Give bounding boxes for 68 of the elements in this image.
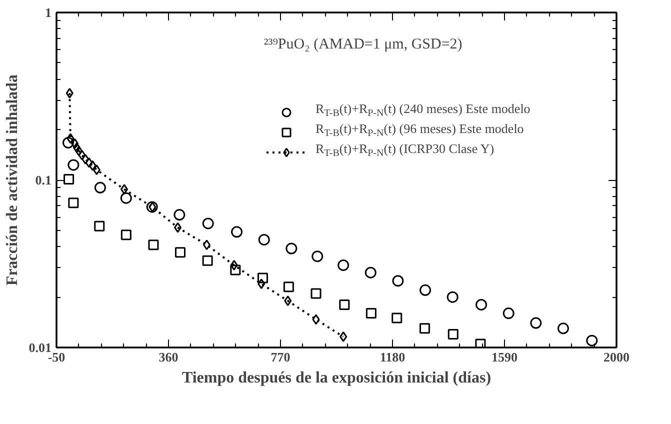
point (286, 242, 298, 254)
point (148, 240, 159, 250)
point (231, 226, 243, 238)
point (66, 88, 74, 98)
y-tick-label: 1 (45, 5, 52, 20)
point (68, 159, 80, 171)
point (475, 338, 486, 348)
y-axis-title: Fracción de actividad inhalada (4, 74, 21, 286)
x-tick-label: 360 (158, 350, 178, 364)
point (419, 323, 430, 334)
point (64, 174, 74, 185)
point (202, 218, 214, 230)
point (120, 192, 132, 204)
point (340, 331, 348, 342)
x-axis-title: Tiempo después de la exposición inicial (días) (182, 370, 492, 386)
x-tick-label: 1590 (492, 350, 518, 364)
point (448, 328, 458, 340)
point (230, 260, 238, 270)
annotation: ²³⁹PuO₂ (AMAD=1 μm, GSD=2) (264, 36, 462, 52)
point (530, 317, 542, 329)
point (174, 247, 186, 258)
point (88, 160, 96, 171)
point (283, 282, 294, 292)
point (202, 255, 213, 266)
x-tick-label: 1180 (380, 350, 406, 364)
point (94, 220, 105, 232)
point (120, 230, 132, 240)
point (230, 264, 241, 276)
point (446, 291, 458, 303)
point (94, 182, 106, 194)
point (502, 308, 514, 320)
point (71, 138, 79, 149)
point (392, 312, 402, 324)
point (92, 164, 100, 176)
point (85, 157, 93, 168)
point (392, 275, 404, 287)
point (557, 322, 569, 334)
point (476, 299, 488, 310)
y-tick-label: 0.1 (35, 172, 52, 188)
point (82, 154, 90, 165)
point (148, 202, 156, 212)
point (339, 299, 350, 310)
point (258, 234, 270, 246)
point (312, 314, 320, 325)
point (366, 308, 376, 319)
point (66, 133, 74, 144)
x-tick-label: 770 (270, 350, 290, 364)
point (258, 278, 266, 290)
x-tick-label: 2000 (604, 350, 630, 364)
point (257, 272, 268, 284)
point (586, 334, 598, 346)
point (146, 201, 158, 213)
point (338, 259, 350, 271)
point (312, 250, 324, 262)
point (62, 136, 74, 148)
point (284, 296, 292, 306)
point (310, 288, 322, 299)
point (120, 184, 128, 195)
y-tick-label: 0.01 (28, 340, 52, 355)
point (174, 209, 186, 221)
point (202, 240, 210, 250)
point (68, 198, 79, 208)
point (78, 150, 86, 160)
point (420, 284, 432, 296)
point (72, 142, 80, 153)
point (75, 146, 83, 156)
point (364, 266, 376, 278)
point (174, 222, 182, 233)
